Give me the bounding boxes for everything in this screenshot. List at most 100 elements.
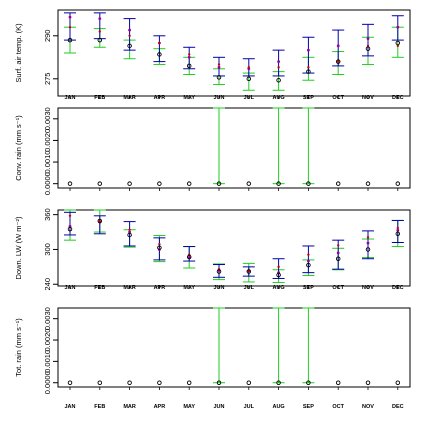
panel1-red-point (217, 63, 221, 66)
panel2-black-point (186, 181, 192, 186)
panel3-month-label: MAY (183, 285, 195, 291)
panel1-black-point (67, 37, 73, 43)
panel2-black-point (97, 181, 103, 186)
panel2-black-point (127, 181, 132, 186)
panel2-frame (57, 107, 411, 189)
panel1-red-point (337, 60, 340, 63)
panel2-black-point (67, 181, 73, 186)
panel1-black-point (306, 69, 311, 74)
panel1-month-label: JUL (244, 95, 255, 101)
panel2-black-point (157, 181, 162, 186)
panel4-ytick-label: 0.0000 (43, 371, 52, 394)
panel2-ytick-label: 0.0030 (43, 107, 52, 130)
panel3-black-point (276, 272, 281, 278)
panel2-black-point (365, 181, 371, 186)
panel4-ytick-label: 0.0020 (43, 329, 52, 352)
panel1-month-label: MAR (123, 95, 136, 101)
panel1-month-label: DEC (392, 95, 404, 101)
panel3-red-point (247, 269, 250, 273)
panel2-ytick-label: 0.0020 (43, 129, 52, 152)
panel1-month-label: OCT (332, 95, 344, 101)
panel2-ytick-label: 0.0000 (43, 172, 52, 195)
panel1-frame (57, 9, 411, 97)
panel1-month-label: JAN (64, 95, 75, 101)
panel1-red-point (68, 26, 72, 29)
panel3-ytick-label: 300 (43, 243, 52, 256)
panel1-black-point (97, 37, 103, 43)
panel4-black-point (335, 380, 341, 385)
panel3-black-point (97, 218, 103, 224)
panel1-black-point (157, 52, 162, 57)
panel1-black-point (365, 46, 371, 51)
panel3-purple-point (307, 259, 310, 263)
panel1-purple-point (307, 48, 310, 52)
panel1-month-label: SEP (303, 95, 314, 101)
panel3-month-label: MAR (123, 285, 136, 291)
panel3-black-point (67, 226, 73, 232)
panel2-ylabel: Conv. rain (mm s⁻¹) (14, 115, 23, 181)
panel3-ytick-label: 360 (43, 208, 52, 221)
panel1-month-label: MAY (183, 95, 195, 101)
panel1-month-label: JUN (213, 95, 224, 101)
panel4-black-point (186, 380, 192, 385)
panel1-black-point (186, 63, 192, 69)
panel3-black-point (216, 269, 222, 274)
panel4-black-point (216, 380, 222, 385)
panel3-red-point (307, 253, 310, 256)
panel4-month-label: AUG (272, 404, 284, 410)
panel4-frame (57, 307, 411, 388)
panel4-ylabel: Tot. rain (mm s⁻¹) (14, 318, 23, 377)
panel1-purple-point (336, 44, 340, 48)
panel1-month-label: APR (154, 95, 166, 101)
panel3-month-label: FEB (94, 285, 105, 291)
panel4-black-point (395, 380, 401, 385)
panel4-black-point (127, 380, 132, 385)
panel3-red-point (337, 244, 340, 247)
panel1-purple-point (366, 37, 370, 41)
panel1-black-point (335, 59, 341, 64)
panel3-red-point (396, 226, 399, 230)
panel3-month-label: JUL (244, 285, 255, 291)
panel2-black-point (335, 181, 341, 186)
panel4-month-label: FEB (94, 404, 105, 410)
panel1-black-point (216, 75, 222, 80)
panel1-red-point (158, 41, 161, 45)
panel2-ytick-label: 0.0010 (43, 151, 52, 174)
panel3-red-point (158, 243, 161, 246)
panel1-month-label: AUG (272, 95, 284, 101)
panel3-purple-point (336, 251, 340, 255)
panel1-purple-point (217, 65, 221, 69)
panel4-black-point (246, 380, 252, 385)
panel4-month-label: JAN (64, 404, 75, 410)
panel1-ytick-label: 275 (43, 73, 52, 86)
panel2-black-point (395, 181, 401, 186)
panel1-purple-point (128, 28, 132, 32)
panel3-purple-point (366, 241, 370, 245)
panel3-month-label: NOV (362, 285, 374, 291)
panel4-black-point (365, 380, 371, 385)
panel1-red-point (366, 44, 370, 48)
panel3-black-point (365, 247, 371, 252)
panel2-black-point (246, 181, 252, 186)
panel3-frame (57, 209, 411, 287)
panel3-month-label: JUN (213, 285, 224, 291)
panel1-black-point (127, 43, 132, 49)
panel4-black-point (306, 380, 311, 385)
panel2-black-point (306, 181, 311, 186)
panel3-red-point (277, 265, 280, 269)
panel1-purple-point (396, 25, 400, 29)
panel4-month-label: JUL (244, 404, 255, 410)
panel1-red-point (396, 44, 399, 48)
panel4-month-label: MAR (123, 404, 136, 410)
panel4-black-point (157, 380, 162, 385)
panel3-month-label: AUG (272, 285, 284, 291)
panel1-red-point (128, 34, 131, 37)
panel3-red-point (128, 228, 131, 231)
panel1-red-point (98, 30, 102, 33)
panel3-month-label: JAN (64, 285, 75, 291)
panel1-month-label: NOV (362, 95, 374, 101)
panel2-black-point (276, 181, 281, 186)
panel1-black-point (395, 40, 401, 46)
panel1-purple-point (187, 55, 191, 59)
panel3-black-point (127, 232, 132, 238)
